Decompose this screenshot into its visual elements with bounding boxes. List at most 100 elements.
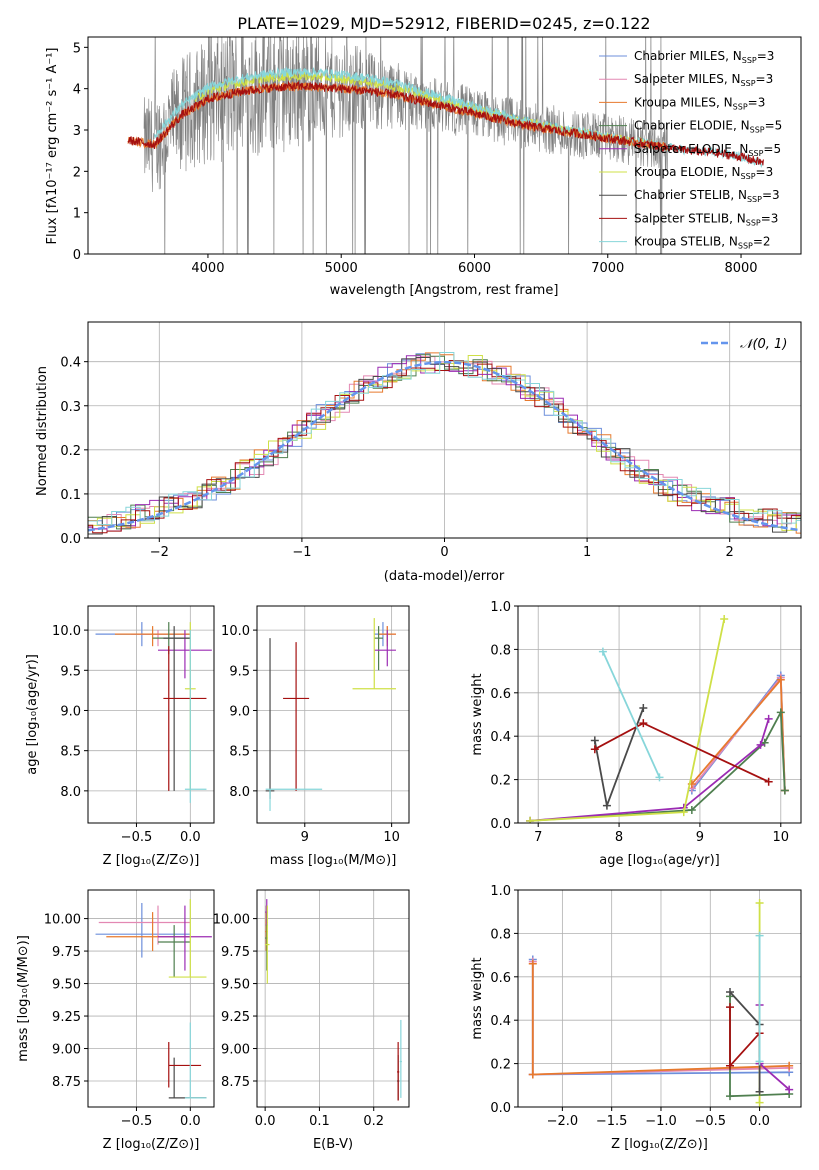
x-tick-label: 0.1 [309, 1114, 330, 1129]
x-axis-label: Z [log₁₀(Z/Z⊙)] [103, 1137, 200, 1152]
residual-y-label: Normed distribution [35, 366, 50, 496]
spectrum-y-tick-label: 4 [73, 83, 81, 98]
weight-vs-Z-panel: −2.0 −1.5 −1.0 −0.5 0.0 0.0 0.2 0.4 0.6 0.8 1.0 Z [… [470, 884, 802, 1152]
residual-histogram [88, 352, 801, 526]
y-tick-label: 0.8 [490, 927, 511, 942]
mass-weight-marker [655, 773, 664, 782]
mass-weight-marker [687, 805, 696, 814]
mass-weight-marker [726, 1092, 735, 1101]
mass-vs-Z-panel: −0.5 0.0 8.75 9.00 9.25 9.50 9.75 10.00 Z [log₁₀… [16, 889, 215, 1152]
age-vs-Z-panel: −0.5 0.0 8.0 8.5 9.0 9.5 10.0 Z [log₁₀(Z/Z⊙)] ag… [25, 605, 215, 868]
x-tick-label: −0.5 [121, 1114, 153, 1129]
x-tick-label: 0.0 [749, 1114, 770, 1129]
mass-weight-line [530, 718, 770, 822]
residual-y-tick-label: 0.2 [60, 444, 81, 459]
x-tick-label: −0.5 [694, 1114, 726, 1129]
spectrum-y-tick-label: 1 [73, 207, 81, 222]
normal-curve [88, 360, 801, 532]
age-vs-mass-panel: 9 10 8.0 8.5 9.0 9.5 10.0 mass [log₁₀(M/M⊙)] [221, 605, 410, 868]
y-tick-label: 0.4 [490, 730, 511, 745]
mass-weight-marker [755, 899, 764, 908]
mass-weight-marker [639, 703, 648, 712]
legend-label: Salpeter MILES, NSSP=3 [634, 72, 773, 88]
y-tick-label: 0.6 [490, 687, 511, 702]
x-tick-label: −0.5 [121, 830, 153, 845]
x-tick-label: 9 [301, 830, 309, 845]
legend-label: Kroupa STELIB, NSSP=2 [634, 235, 771, 251]
legend-label: Kroupa MILES, NSSP=3 [634, 95, 765, 111]
spectrum-legend: Chabrier MILES, NSSP=3 Salpeter MILES, NS… [599, 49, 782, 251]
mass-weight-marker [726, 1003, 735, 1012]
mass-weight-marker [590, 736, 599, 745]
spectrum-title: PLATE=1029, MJD=52912, FIBERID=0245, z=0… [237, 14, 650, 33]
spectrum-x-label: wavelength [Angstrom, rest frame] [330, 283, 559, 298]
legend-label: Chabrier STELIB, NSSP=3 [634, 188, 780, 204]
x-tick-label: −1.0 [645, 1114, 677, 1129]
y-tick-label: 9.5 [229, 664, 250, 679]
x-tick-label: 7 [534, 830, 542, 845]
weight-vs-age-panel: 7 8 9 10 0.0 0.2 0.4 0.6 0.8 1.0 age [log₁₀(age/yr… [470, 600, 802, 868]
spectrum-x-tick-label: 6000 [458, 261, 491, 276]
y-tick-label: 9.0 [60, 704, 81, 719]
y-tick-label: 8.75 [221, 1075, 250, 1090]
y-tick-label: 8.5 [60, 745, 81, 760]
legend-label: Salpeter ELODIE, NSSP=5 [634, 142, 781, 158]
y-tick-label: 9.25 [221, 1010, 250, 1025]
y-tick-label: 10.00 [213, 913, 250, 928]
legend-label: Chabrier ELODIE, NSSP=5 [634, 119, 782, 135]
y-tick-label: 0.2 [490, 1058, 511, 1073]
y-tick-label: 9.5 [60, 664, 81, 679]
y-tick-label: 10.00 [44, 913, 81, 928]
mass-weight-marker [639, 719, 648, 728]
mass-weight-marker [528, 959, 537, 968]
y-tick-label: 9.25 [52, 1010, 81, 1025]
mass-weight-marker [755, 1057, 764, 1066]
x-axis-label: Z [log₁₀(Z/Z⊙)] [611, 1137, 708, 1152]
residual-x-tick-label: −2 [150, 545, 169, 560]
mass-weight-marker [755, 1098, 764, 1107]
y-tick-label: 0.6 [490, 971, 511, 986]
residual-legend: 𝒩(0, 1) [701, 337, 787, 352]
residual-x-tick-label: −1 [292, 545, 311, 560]
y-tick-label: 0.0 [490, 817, 511, 832]
x-tick-label: 0.0 [180, 1114, 201, 1129]
legend-label: Kroupa ELODIE, NSSP=3 [634, 165, 773, 181]
y-axis-label: age [log₁₀(age/yr)] [25, 654, 40, 775]
spectrum-y-tick-label: 2 [73, 165, 81, 180]
y-tick-label: 10.0 [221, 624, 250, 639]
mass-weight-marker [785, 1061, 794, 1070]
x-axis-label: Z [log₁₀(Z/Z⊙)] [103, 853, 200, 868]
x-tick-label: −1.5 [596, 1114, 628, 1129]
x-axis-label: age [log₁₀(age/yr)] [599, 853, 720, 868]
spectrum-panel: PLATE=1029, MJD=52912, FIBERID=0245, z=0… [45, 14, 802, 298]
y-tick-label: 0.4 [490, 1014, 511, 1029]
y-tick-label: 8.75 [52, 1075, 81, 1090]
mass-weight-marker [756, 740, 765, 749]
y-tick-label: 9.00 [52, 1043, 81, 1058]
spectrum-x-tick-label: 4000 [191, 261, 224, 276]
y-tick-label: 10.0 [52, 624, 81, 639]
y-axis-label: mass [log₁₀(M/M⊙)] [16, 935, 31, 1062]
mass-weight-marker [764, 777, 773, 786]
x-tick-label: 0.0 [255, 1114, 276, 1129]
x-axis-label: mass [log₁₀(M/M⊙)] [270, 853, 397, 868]
mass-vs-ebv-panel: 0.0 0.1 0.2 8.75 9.00 9.25 9.50 9.75 10.00 E(B-V) [213, 889, 410, 1152]
mass-weight-marker [780, 786, 789, 795]
x-tick-label: 8 [615, 830, 623, 845]
y-tick-label: 0.0 [490, 1101, 511, 1116]
spectrum-y-tick-label: 0 [73, 248, 81, 263]
residual-x-tick-label: 1 [583, 545, 591, 560]
x-tick-label: 0.2 [363, 1114, 384, 1129]
y-tick-label: 0.2 [490, 774, 511, 789]
spectrum-x-tick-label: 7000 [591, 261, 624, 276]
x-tick-label: 10 [383, 830, 400, 845]
mass-weight-marker [764, 714, 773, 723]
spectrum-y-label: Flux [fλ10⁻¹⁷ erg cm⁻² s⁻¹ A⁻¹] [45, 48, 60, 245]
residual-panel: −2 −1 0 1 2 0.0 0.1 0.2 0.3 0.4 (data-model)/erro… [35, 321, 802, 584]
mass-weight-marker [526, 816, 535, 823]
legend-label: Chabrier MILES, NSSP=3 [634, 49, 774, 65]
mass-weight-marker [590, 745, 599, 754]
y-tick-label: 9.00 [221, 1043, 250, 1058]
y-tick-label: 9.75 [221, 945, 250, 960]
